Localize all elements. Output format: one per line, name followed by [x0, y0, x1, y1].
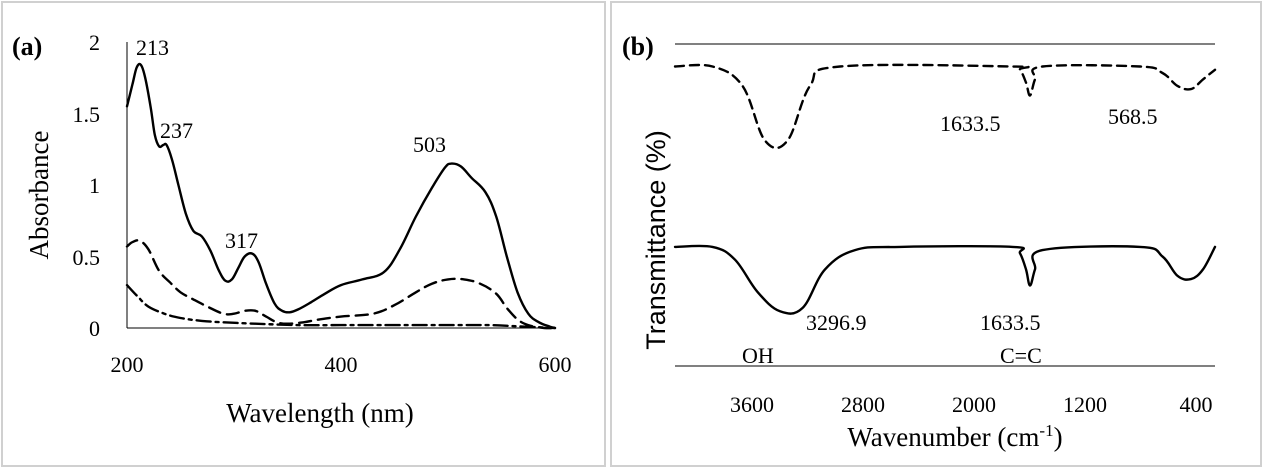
panel-a-ytick-3: 1.5	[73, 102, 101, 127]
panel-b-annotation-c-c: C=C	[1000, 343, 1042, 368]
panel-b-border	[610, 1, 1262, 467]
panel-b-annotation-1633-5-top: 1633.5	[940, 111, 1001, 136]
panel-b-xtick-1: 2800	[841, 392, 885, 417]
panel-b-xtick-4: 400	[1180, 392, 1213, 417]
panel-b-annotation-1633-5-bottom: 1633.5	[980, 310, 1041, 335]
panel-a-border	[1, 1, 606, 467]
panel-b-xtick-2: 2000	[952, 392, 996, 417]
panel-a-series-solid	[125, 62, 557, 330]
panel-a-xtick-0: 200	[111, 352, 144, 377]
panel-b-series-dashed	[673, 63, 1217, 150]
panel-b-xtick-3: 1200	[1063, 392, 1107, 417]
panel-b: (b) 3600 2800 2000 1200 400 Wavenumber (…	[622, 32, 1217, 452]
panel-b-label: (b)	[622, 32, 654, 61]
panel-b-y-axis-title: Transmittance (%)	[641, 130, 671, 350]
panel-a-y-axis-title: Absorbance	[24, 131, 54, 260]
panel-a-series-dashdot	[125, 283, 557, 330]
panel-a-ytick-0: 0	[89, 316, 100, 341]
panel-a-ytick-2: 1	[89, 173, 100, 198]
panel-a: (a) 0 0.5 1 1.5 2 200 400 600 Wavelength…	[12, 30, 572, 428]
panel-a-annotation-213: 213	[136, 35, 169, 60]
panel-b-series-solid	[673, 244, 1217, 315]
panel-a-label: (a)	[12, 32, 42, 61]
panel-a-ytick-4: 2	[89, 30, 100, 55]
panel-a-xtick-1: 400	[325, 352, 358, 377]
panel-b-annotation-3296-9: 3296.9	[806, 310, 867, 335]
panel-a-annotation-237: 237	[160, 118, 193, 143]
panel-a-xtick-2: 600	[539, 352, 572, 377]
panel-a-ytick-1: 0.5	[73, 245, 101, 270]
panel-b-annotation-oh: OH	[742, 343, 774, 368]
panel-a-x-axis-title: Wavelength (nm)	[226, 398, 414, 428]
panel-b-annotation-568-5: 568.5	[1108, 104, 1158, 129]
panel-a-series-dashed	[125, 239, 557, 330]
panel-a-annotation-317: 317	[225, 228, 258, 253]
panel-b-xtick-0: 3600	[730, 392, 774, 417]
panel-a-annotation-503: 503	[413, 132, 446, 157]
panel-b-x-axis-title: Wavenumber (cm-1)	[847, 421, 1062, 452]
